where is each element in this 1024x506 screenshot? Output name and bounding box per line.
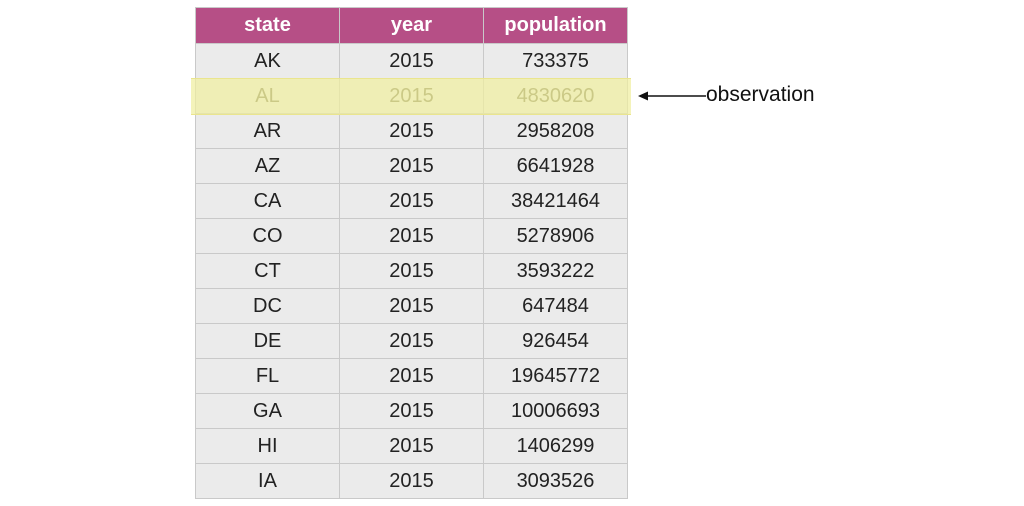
year-cell: 2015	[339, 113, 484, 149]
observation-label: observation	[706, 83, 815, 106]
year-cell: 2015	[339, 393, 484, 429]
state-cell: CT	[195, 253, 340, 289]
table-row: AZ 2015 6641928	[195, 148, 628, 184]
state-cell: HI	[195, 428, 340, 464]
year-cell: 2015	[339, 218, 484, 254]
population-cell: 38421464	[483, 183, 628, 219]
state-cell: AR	[195, 113, 340, 149]
arrow-left-icon	[638, 91, 706, 101]
table-row: FL 2015 19645772	[195, 358, 628, 394]
year-cell: 2015	[339, 78, 484, 114]
state-cell: CO	[195, 218, 340, 254]
table-row: HI 2015 1406299	[195, 428, 628, 464]
year-cell: 2015	[339, 148, 484, 184]
data-table: state year population AK 2015 733375 AL …	[195, 7, 628, 499]
column-header-year: year	[339, 7, 484, 44]
year-cell: 2015	[339, 428, 484, 464]
population-cell: 10006693	[483, 393, 628, 429]
table-header-row: state year population	[195, 7, 628, 44]
state-cell: DC	[195, 288, 340, 324]
state-cell: GA	[195, 393, 340, 429]
population-cell: 5278906	[483, 218, 628, 254]
table-row: AK 2015 733375	[195, 43, 628, 79]
table-row: CA 2015 38421464	[195, 183, 628, 219]
year-cell: 2015	[339, 288, 484, 324]
table-row: GA 2015 10006693	[195, 393, 628, 429]
year-cell: 2015	[339, 323, 484, 359]
population-cell: 647484	[483, 288, 628, 324]
population-cell: 3093526	[483, 463, 628, 499]
state-cell: AK	[195, 43, 340, 79]
population-cell: 926454	[483, 323, 628, 359]
column-header-state: state	[195, 7, 340, 44]
state-cell: IA	[195, 463, 340, 499]
population-cell: 1406299	[483, 428, 628, 464]
population-cell: 3593222	[483, 253, 628, 289]
population-cell: 2958208	[483, 113, 628, 149]
state-cell: AZ	[195, 148, 340, 184]
table-row: CT 2015 3593222	[195, 253, 628, 289]
table-row: AR 2015 2958208	[195, 113, 628, 149]
population-cell: 4830620	[483, 78, 628, 114]
table-row: AL 2015 4830620	[195, 78, 628, 114]
year-cell: 2015	[339, 43, 484, 79]
table-row: DE 2015 926454	[195, 323, 628, 359]
table-row: CO 2015 5278906	[195, 218, 628, 254]
state-cell: AL	[195, 78, 340, 114]
population-cell: 733375	[483, 43, 628, 79]
table-row: DC 2015 647484	[195, 288, 628, 324]
population-cell: 6641928	[483, 148, 628, 184]
state-cell: DE	[195, 323, 340, 359]
state-cell: FL	[195, 358, 340, 394]
state-cell: CA	[195, 183, 340, 219]
year-cell: 2015	[339, 183, 484, 219]
year-cell: 2015	[339, 463, 484, 499]
population-cell: 19645772	[483, 358, 628, 394]
column-header-population: population	[483, 7, 628, 44]
year-cell: 2015	[339, 253, 484, 289]
year-cell: 2015	[339, 358, 484, 394]
table-row: IA 2015 3093526	[195, 463, 628, 499]
